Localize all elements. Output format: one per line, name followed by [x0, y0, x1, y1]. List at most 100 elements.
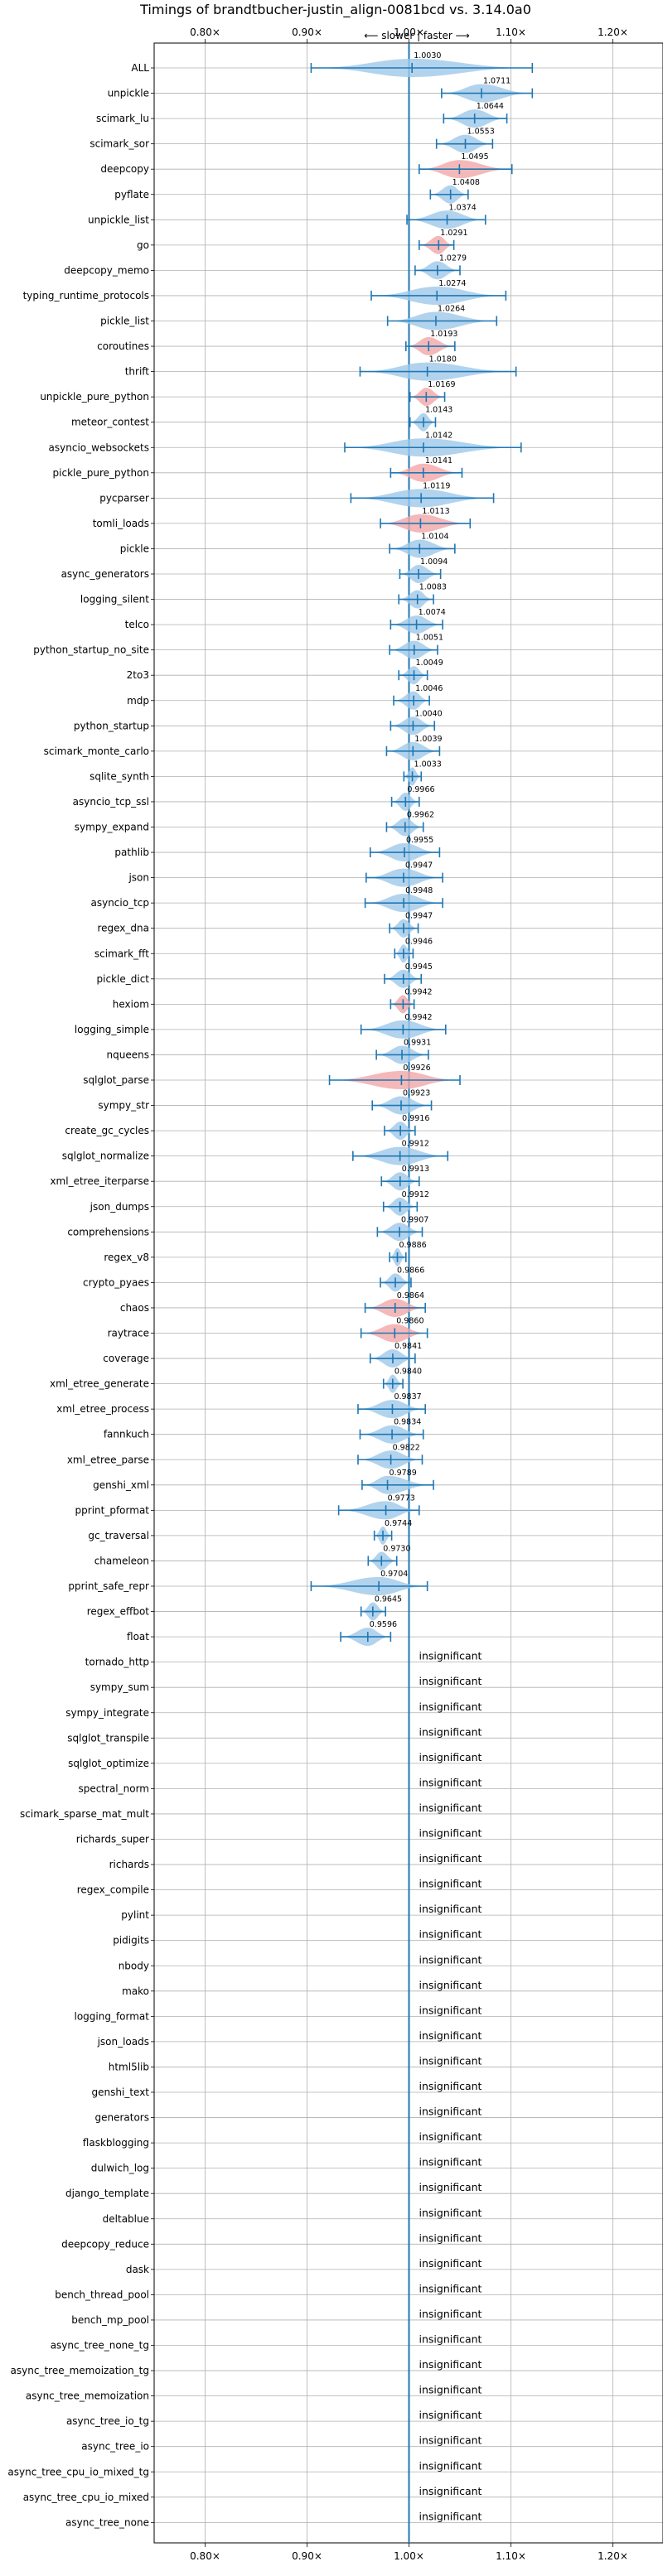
value-label: 1.0039 [414, 735, 442, 744]
value-label: 1.0495 [461, 152, 488, 162]
benchmark-label: async_tree_memoization [26, 2390, 149, 2402]
benchmark-label: meteor_contest [71, 417, 149, 428]
benchmark-label: crypto_pyaes [83, 1276, 149, 1288]
benchmark-label: sqlglot_parse [83, 1074, 149, 1086]
x-tick-label-top: 1.10× [496, 27, 526, 38]
benchmark-label: deepcopy_reduce [61, 2238, 149, 2250]
value-label: 0.9744 [385, 1519, 412, 1528]
value-label: 1.0274 [438, 279, 466, 288]
insignificant-label: insignificant [419, 2231, 482, 2244]
benchmark-label: generators [94, 2112, 149, 2124]
insignificant-label: insignificant [419, 1751, 482, 1763]
benchmark-label: logging_format [74, 2010, 149, 2022]
benchmark-label: sympy_expand [75, 822, 149, 833]
value-label: 1.0094 [420, 557, 448, 567]
benchmark-label: html5lib [109, 2061, 149, 2072]
value-label: 1.0083 [419, 583, 447, 592]
value-label: 0.9923 [403, 1089, 430, 1098]
benchmark-label: scimark_monte_carlo [44, 745, 149, 757]
insignificant-label: insignificant [419, 2459, 482, 2472]
value-label: 0.9837 [394, 1392, 421, 1401]
insignificant-label: insignificant [419, 2257, 482, 2270]
benchmark-label: regex_effbot [87, 1606, 150, 1618]
benchmark-label: coverage [103, 1353, 149, 1364]
benchmark-label: scimark_sparse_mat_mult [20, 1808, 149, 1820]
benchmark-label: pprint_pformat [75, 1504, 150, 1516]
benchmark-label: unpickle_pure_python [40, 391, 149, 403]
value-label: 0.9945 [405, 962, 433, 972]
insignificant-label: insignificant [419, 1802, 482, 1814]
benchmark-label: pycparser [99, 492, 149, 504]
benchmark-label: sympy_str [98, 1100, 149, 1112]
value-label: 1.0119 [423, 481, 450, 490]
benchmark-label: mako [122, 1985, 149, 1997]
benchmark-label: pickle_list [100, 316, 149, 327]
x-tick-label-top: 1.20× [598, 27, 628, 38]
insignificant-label: insignificant [419, 2510, 482, 2522]
value-label: 0.9645 [375, 1595, 402, 1604]
x-tick-label-top: 1.00× [394, 27, 424, 38]
benchmark-label: float [127, 1631, 149, 1643]
insignificant-label: insignificant [419, 2130, 482, 2143]
value-label: 0.9955 [406, 836, 433, 845]
benchmark-label: asyncio_websockets [49, 441, 149, 453]
value-label: 0.9886 [399, 1241, 426, 1250]
benchmark-label: thrift [125, 366, 150, 378]
value-label: 0.9773 [388, 1493, 415, 1503]
insignificant-label: insignificant [419, 1878, 482, 1890]
insignificant-label: insignificant [419, 1650, 482, 1662]
insignificant-label: insignificant [419, 2434, 482, 2447]
benchmark-label: json [128, 872, 149, 884]
direction-label: ⟵ slower | faster ⟶ [364, 30, 470, 41]
x-tick-label-top: 0.80× [190, 27, 220, 38]
value-label: 0.9596 [370, 1620, 397, 1629]
insignificant-label: insignificant [419, 2358, 482, 2371]
insignificant-label: insignificant [419, 2080, 482, 2092]
value-label: 0.9730 [383, 1544, 410, 1553]
plot-area: 0.80× 0.80× 0.90× 0.90× 1.00× 1.00× 1.10× 1.10×… [7, 27, 663, 2562]
value-label: 1.0193 [430, 330, 457, 339]
benchmark-label: coroutines [97, 340, 149, 352]
benchmark-label: logging_simple [75, 1024, 149, 1035]
insignificant-label: insignificant [419, 1776, 482, 1788]
value-label: 1.0074 [419, 608, 446, 617]
insignificant-label: insignificant [419, 2004, 482, 2016]
insignificant-label: insignificant [419, 2308, 482, 2320]
benchmark-label: bench_thread_pool [55, 2289, 149, 2300]
benchmark-label: deltablue [103, 2213, 149, 2225]
benchmark-label: flaskblogging [83, 2137, 149, 2149]
benchmark-label: python_startup [74, 720, 149, 731]
benchmark-label: async_generators [61, 568, 149, 580]
x-tick-label-bottom: 0.80× [190, 2550, 220, 2562]
value-label: 1.0040 [414, 709, 442, 718]
benchmark-label: deepcopy [100, 163, 149, 175]
insignificant-label: insignificant [419, 2409, 482, 2421]
benchmark-label: chaos [120, 1302, 149, 1314]
value-label: 1.0180 [429, 355, 457, 364]
benchmark-label: asyncio_tcp [90, 897, 149, 909]
benchmark-label: 2to3 [127, 669, 149, 681]
value-label: 1.0264 [438, 305, 465, 314]
insignificant-label: insignificant [419, 1827, 482, 1840]
value-label: 1.0113 [422, 507, 449, 516]
value-label: 1.0169 [428, 380, 455, 389]
value-label: 0.9948 [405, 886, 433, 895]
benchmark-label: async_tree_cpu_io_mixed [23, 2492, 149, 2503]
value-label: 0.9926 [403, 1064, 430, 1073]
insignificant-label: insignificant [419, 2333, 482, 2346]
benchmark-label: nbody [119, 1960, 149, 1971]
benchmark-label: regex_dna [97, 923, 149, 934]
benchmark-label: pickle [120, 543, 149, 554]
benchmark-label: python_startup_no_site [33, 644, 149, 656]
value-label: 1.0051 [416, 634, 443, 643]
x-tick-label-top: 0.90× [292, 27, 322, 38]
chart-title: Timings of brandtbucher-justin_align-008… [139, 2, 531, 18]
value-label: 1.0711 [483, 77, 511, 86]
benchmark-label: async_tree_memoization_tg [11, 2365, 149, 2376]
benchmark-label: nqueens [107, 1049, 149, 1060]
benchmark-label: chameleon [94, 1555, 149, 1566]
x-tick-label-bottom: 1.10× [496, 2550, 526, 2562]
benchmark-label: gc_traversal [88, 1530, 149, 1541]
value-label: 0.9942 [404, 987, 432, 996]
benchmark-label: django_template [65, 2188, 149, 2199]
